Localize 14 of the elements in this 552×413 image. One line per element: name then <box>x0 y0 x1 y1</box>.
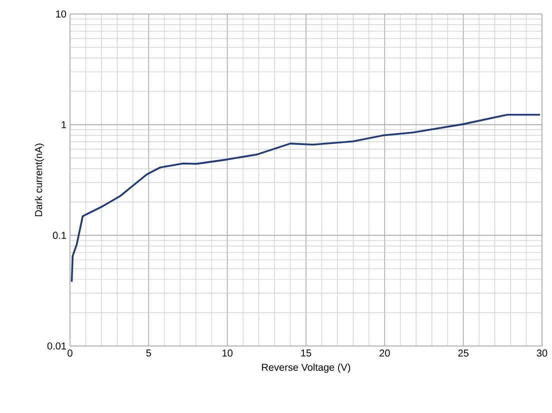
y-tick-label: 10 <box>56 10 66 18</box>
line-series <box>70 114 542 283</box>
x-tick-label: 10 <box>222 350 233 357</box>
x-tick-label: 25 <box>458 350 468 357</box>
y-axis-title: Dark current(nA) <box>34 144 44 216</box>
x-tick-label: 0 <box>68 350 72 357</box>
x-tick-label: 15 <box>301 350 312 357</box>
x-tick-label: 20 <box>380 350 390 357</box>
x-tick-label: 5 <box>146 350 152 357</box>
y-tick-label: 0.1 <box>52 232 66 239</box>
x-axis-title: Reverse Voltage (V) <box>262 363 350 373</box>
x-tick-label: 30 <box>536 350 548 357</box>
y-tick-label: 0.01 <box>47 342 66 350</box>
y-tick-label: 1 <box>62 121 66 128</box>
